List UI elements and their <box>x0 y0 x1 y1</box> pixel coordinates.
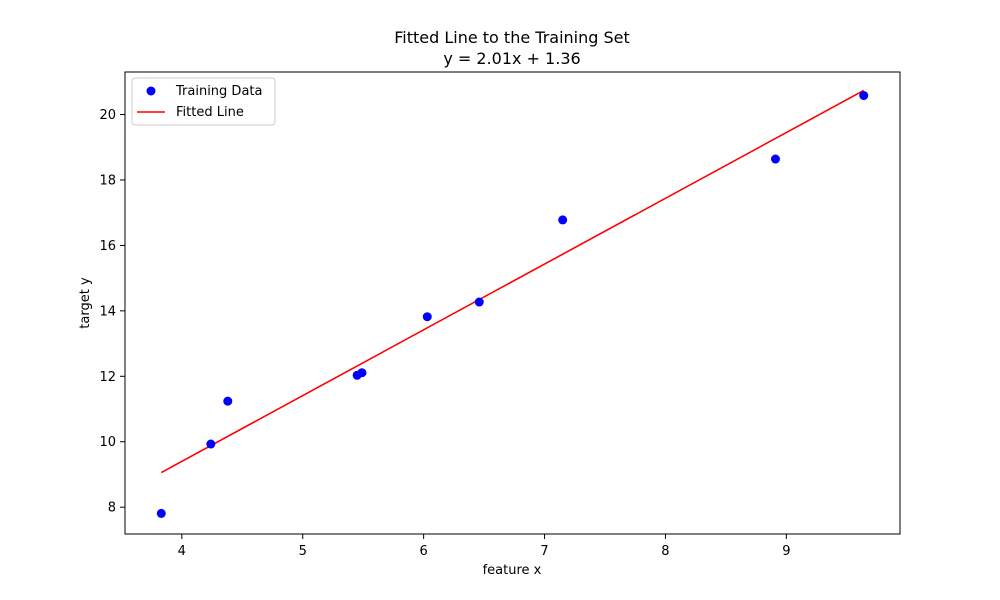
data-point-9 <box>859 91 869 101</box>
legend-label-fitted-line: Fitted Line <box>176 105 244 120</box>
chart-title: Fitted Line to the Training Set <box>394 28 630 47</box>
data-point-6 <box>474 297 484 307</box>
x-tick-label: 8 <box>661 544 669 559</box>
x-tick-label: 5 <box>299 544 307 559</box>
y-axis-label: target y <box>78 277 93 329</box>
plot-area <box>156 89 869 518</box>
data-point-4 <box>357 368 367 378</box>
legend-marker-training-data <box>146 86 156 96</box>
y-tick-label: 20 <box>99 108 116 123</box>
legend: Training Data Fitted Line <box>131 77 276 126</box>
data-point-0 <box>156 508 166 518</box>
data-point-2 <box>223 396 233 406</box>
x-axis: 4 5 6 7 8 9 <box>178 534 790 559</box>
x-tick-label: 7 <box>540 544 548 559</box>
y-tick-label: 12 <box>99 370 116 385</box>
fitted-line <box>160 89 865 474</box>
data-point-5 <box>422 312 432 322</box>
y-tick-label: 10 <box>99 435 116 450</box>
y-tick-label: 14 <box>99 304 116 319</box>
x-tick-label: 4 <box>178 544 186 559</box>
data-point-1 <box>206 439 216 449</box>
x-axis-label: feature x <box>483 563 542 578</box>
plot-frame <box>124 71 901 535</box>
x-tick-label: 6 <box>419 544 427 559</box>
legend-box <box>131 77 276 126</box>
legend-label-training-data: Training Data <box>175 84 262 99</box>
y-tick-label: 16 <box>99 239 116 254</box>
y-axis: 8 10 12 14 16 18 20 <box>99 108 125 516</box>
y-tick-label: 8 <box>108 501 116 516</box>
chart-subtitle: y = 2.01x + 1.36 <box>443 49 580 68</box>
data-point-8 <box>770 154 780 164</box>
data-point-7 <box>558 215 568 225</box>
x-tick-label: 9 <box>782 544 790 559</box>
y-tick-label: 18 <box>99 173 116 188</box>
